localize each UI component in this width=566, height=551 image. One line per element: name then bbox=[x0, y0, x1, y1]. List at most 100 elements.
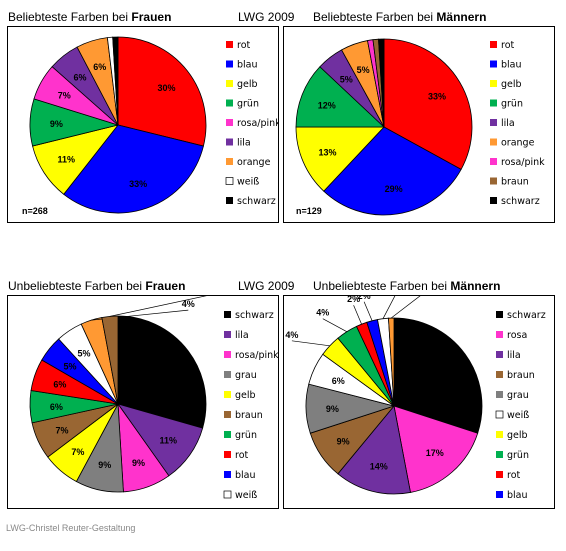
legend-swatch bbox=[223, 490, 232, 499]
legend-label: schwarz bbox=[235, 310, 274, 321]
legend-swatch bbox=[226, 60, 233, 68]
slice-label-orange: 6% bbox=[93, 62, 106, 72]
pie-slice-blau bbox=[323, 126, 462, 216]
slice-label-grau: 9% bbox=[98, 460, 111, 470]
slice-label-orange: 5% bbox=[357, 65, 370, 75]
legend-label: braun bbox=[507, 370, 535, 381]
leader-line bbox=[322, 318, 347, 333]
legend-label: grau bbox=[507, 390, 529, 401]
legend-label: blau bbox=[507, 490, 528, 501]
legend-swatch bbox=[224, 331, 231, 338]
slice-label-rosa-pink: 7% bbox=[58, 91, 71, 101]
legend-label: grün bbox=[235, 430, 257, 441]
legend-label: blau bbox=[501, 60, 522, 71]
pie-slice-gelb bbox=[295, 126, 385, 192]
slice-label-grün: 4% bbox=[316, 308, 329, 318]
footer-credit: LWG-Christel Reuter-Gestaltung bbox=[6, 523, 136, 533]
legend-label: lila bbox=[237, 138, 251, 149]
legend-label: rosa/pink bbox=[235, 350, 278, 361]
sample-size-label: n=268 bbox=[22, 206, 48, 216]
leader-line bbox=[382, 296, 396, 319]
slice-label-schwarz: 30% bbox=[158, 363, 176, 373]
slice-label-lila: 5% bbox=[340, 74, 353, 84]
legend-swatch bbox=[224, 391, 231, 398]
chart-2-title: Beliebteste Farben bei Männern bbox=[313, 10, 487, 24]
legend-label: grün bbox=[237, 99, 259, 110]
legend-label: schwarz bbox=[501, 196, 540, 207]
chart-panel-women-least: 30%11%9%9%7%7%6%6%5%5%4%3%schwarzlilaros… bbox=[7, 295, 279, 509]
slice-label-grün: 6% bbox=[50, 402, 63, 412]
pie-slice-grün bbox=[295, 66, 386, 128]
legend-swatch bbox=[224, 411, 231, 418]
legend-swatch bbox=[496, 331, 503, 338]
legend-swatch bbox=[224, 471, 231, 478]
slice-label-blau: 33% bbox=[129, 179, 147, 189]
pie-slice-rosa bbox=[393, 405, 479, 493]
legend-label: rosa/pink bbox=[501, 157, 545, 168]
legend-label: blau bbox=[237, 60, 258, 71]
pie-slice-schwarz bbox=[117, 315, 207, 429]
leader-line bbox=[390, 296, 421, 319]
legend-swatch bbox=[490, 60, 497, 68]
slice-label-blau: 29% bbox=[385, 184, 403, 194]
legend-swatch bbox=[490, 99, 497, 107]
legend-swatch bbox=[490, 197, 497, 204]
legend-label: braun bbox=[501, 177, 529, 188]
slice-label-gelb: 11% bbox=[58, 154, 76, 164]
legend-label: rosa bbox=[507, 330, 527, 341]
pie-chart-men-favorite: 33% 29% 13% 12% 5% 5% rot blau gelb grün lila orang… bbox=[295, 38, 545, 216]
slice-label-blau: 2% bbox=[358, 296, 371, 301]
legend-label: weiß bbox=[235, 490, 257, 501]
legend-swatch bbox=[490, 138, 497, 146]
slice-label-lila: 11% bbox=[160, 436, 178, 446]
slice-label-schwarz: 30% bbox=[435, 366, 453, 376]
chart-4-title: Unbeliebteste Farben bei Männern bbox=[313, 279, 501, 293]
legend-label: lila bbox=[235, 330, 249, 341]
legend-swatch bbox=[226, 99, 233, 107]
legend-label: gelb bbox=[507, 430, 528, 441]
legend-label: orange bbox=[501, 138, 535, 149]
slice-label-lila: 14% bbox=[370, 462, 388, 472]
slice-label-rot: 33% bbox=[428, 92, 446, 102]
slice-label-gelb: 4% bbox=[285, 330, 298, 340]
slice-label-orange: 4% bbox=[182, 299, 195, 309]
legend-label: grün bbox=[507, 450, 529, 461]
sample-size-label: n=129 bbox=[296, 206, 322, 216]
legend-swatch bbox=[496, 491, 503, 498]
legend-swatch bbox=[496, 351, 503, 358]
slice-label-blau: 5% bbox=[63, 361, 76, 371]
legend-label: weiß bbox=[237, 177, 259, 188]
pie-slice-schwarz bbox=[378, 38, 385, 128]
slice-label-rot: 30% bbox=[157, 83, 175, 93]
legend-swatch bbox=[496, 431, 503, 438]
slice-label-gelb: 13% bbox=[318, 148, 336, 158]
legend-label: rot bbox=[501, 40, 515, 51]
legend-swatch bbox=[226, 138, 233, 146]
chart-3-title: Unbeliebteste Farben bei Frauen bbox=[8, 279, 186, 293]
pie-slice-schwarz bbox=[112, 36, 119, 126]
legend-swatch bbox=[226, 80, 233, 87]
slice-label-grün: 9% bbox=[50, 119, 63, 129]
legend-swatch bbox=[496, 371, 503, 378]
legend-label: blau bbox=[235, 470, 256, 481]
legend-swatch bbox=[490, 41, 497, 48]
legend-swatch bbox=[490, 158, 497, 165]
legend-swatch bbox=[224, 431, 231, 438]
legend-label: rot bbox=[235, 450, 249, 461]
legend-swatch bbox=[490, 177, 497, 185]
legend-swatch bbox=[226, 197, 233, 204]
pie-slice-blau bbox=[63, 124, 204, 214]
legend-swatch bbox=[226, 119, 233, 126]
legend-label: rot bbox=[237, 40, 251, 51]
legend-label: schwarz bbox=[507, 310, 546, 321]
legend-label: lila bbox=[501, 118, 515, 129]
legend-swatch bbox=[495, 410, 504, 419]
legend-label: grau bbox=[235, 370, 257, 381]
leader-line bbox=[291, 340, 330, 347]
pie-chart-women-least: 30%11%9%9%7%7%6%6%5%5%4%3%schwarzlilaros… bbox=[29, 296, 278, 501]
chart-1-title: Beliebteste Farben bei Frauen bbox=[8, 10, 172, 24]
legend-swatch bbox=[224, 451, 231, 458]
legend-swatch bbox=[224, 351, 231, 358]
pie-slice-braun bbox=[101, 315, 119, 405]
chart-panel-women-favorite: 30% 33% 11% 9% 7% 6% 6% rot blau gelb grün rosa/pin… bbox=[7, 26, 279, 223]
